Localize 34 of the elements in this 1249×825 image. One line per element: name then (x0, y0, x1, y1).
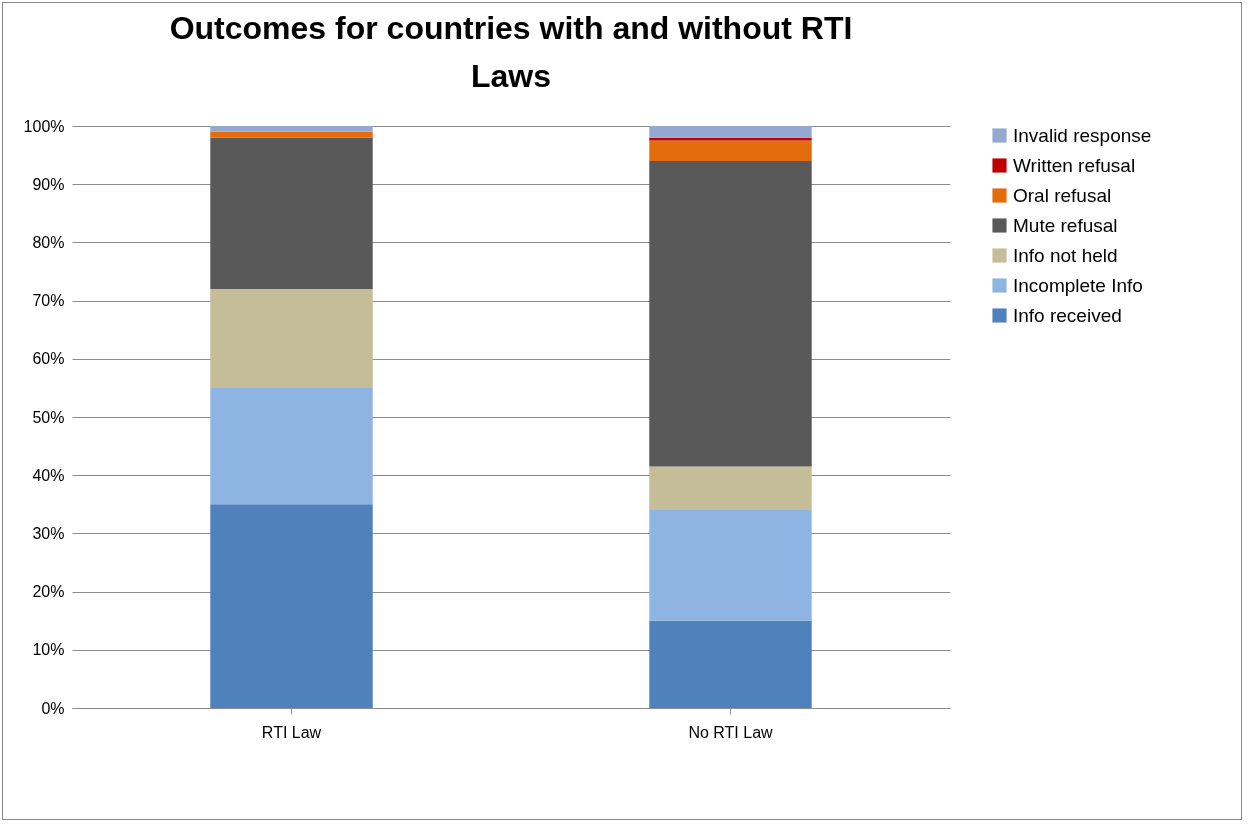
bar (649, 510, 812, 621)
bar (210, 126, 373, 132)
bar (210, 504, 373, 708)
bar (210, 137, 373, 289)
y-tick-label: 80% (32, 233, 65, 251)
legend-label: Mute refusal (1013, 214, 1118, 236)
bar (649, 126, 812, 138)
y-tick-label: 0% (41, 699, 65, 717)
legend-label: Written refusal (1013, 154, 1136, 176)
y-tick-label: 100% (23, 117, 65, 135)
bar (210, 387, 373, 505)
chart-title: Outcomes for countries with and without RTI Laws (169, 10, 853, 94)
y-tick-label: 60% (32, 350, 65, 368)
y-tick-label: 20% (32, 583, 65, 601)
bar (210, 131, 373, 138)
bar (649, 620, 812, 708)
bar (210, 288, 373, 388)
x-tick-label: No RTI Law (688, 723, 774, 741)
y-tick-label: 10% (32, 641, 65, 659)
bar (649, 137, 812, 141)
y-tick-label: 70% (32, 292, 65, 310)
y-tick-label: 90% (32, 175, 65, 193)
bar (649, 140, 812, 161)
y-tick-label: 30% (32, 524, 65, 542)
legend-label: Info received (1013, 304, 1122, 326)
y-tick-label: 50% (32, 408, 65, 426)
x-tick-label: RTI Law (261, 723, 322, 741)
y-tick-label: 40% (32, 466, 65, 484)
bar (649, 466, 812, 511)
legend-label: Incomplete Info (1013, 274, 1143, 296)
bar (649, 160, 812, 467)
legend-label: Oral refusal (1013, 184, 1112, 206)
legend-label: Info not held (1013, 244, 1118, 266)
legend-label: Invalid response (1013, 124, 1152, 146)
